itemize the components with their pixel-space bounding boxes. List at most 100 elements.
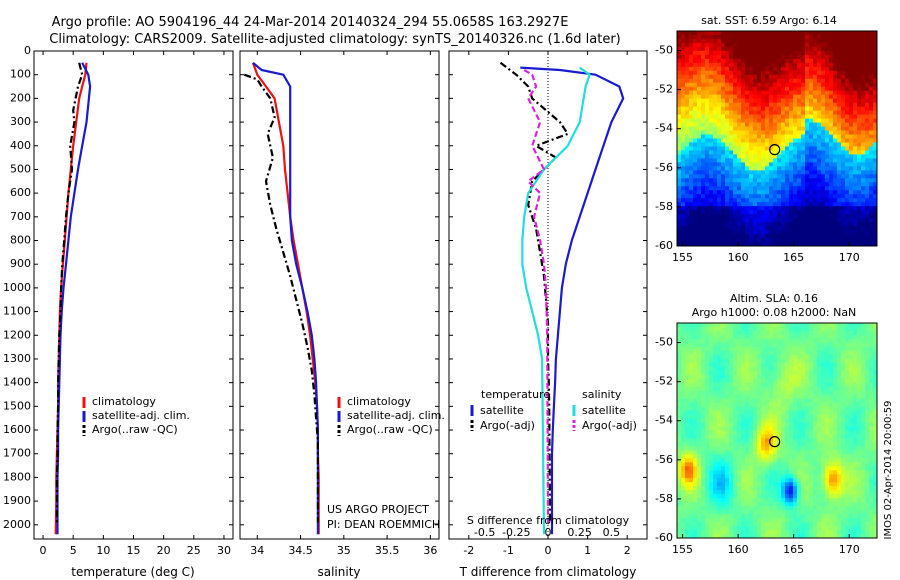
heatmap-cell	[713, 334, 718, 340]
heatmap-cell	[869, 182, 874, 187]
heatmap-cell	[677, 334, 682, 340]
heatmap-cell	[793, 126, 798, 131]
heatmap-cell	[745, 142, 750, 147]
heatmap-cell	[729, 422, 734, 427]
heatmap-cell	[705, 114, 710, 119]
heatmap-cell	[725, 338, 730, 344]
heatmap-cell	[749, 434, 754, 439]
heatmap-cell	[873, 138, 878, 143]
heatmap-cell	[705, 126, 710, 131]
heatmap-cell	[733, 170, 738, 175]
heatmap-cell	[865, 150, 870, 155]
heatmap-cell	[821, 42, 826, 48]
heatmap-cell	[733, 122, 738, 127]
heatmap-cell	[789, 82, 794, 88]
heatmap-cell	[789, 110, 794, 116]
heatmap-cell	[745, 226, 750, 231]
heatmap-cell	[749, 202, 754, 207]
heatmap-cell	[725, 358, 730, 364]
heatmap-cell	[749, 210, 754, 215]
heatmap-cell	[753, 342, 758, 348]
heatmap-cell	[713, 346, 718, 352]
heatmap-cell	[841, 418, 846, 423]
heatmap-cell	[781, 106, 786, 112]
heatmap-cell	[769, 162, 774, 167]
heatmap-cell	[829, 110, 834, 116]
heatmap-cell	[773, 450, 778, 455]
heatmap-cell	[761, 126, 766, 131]
heatmap-cell	[721, 226, 726, 231]
heatmap-cell	[873, 426, 878, 431]
heatmap-cell	[789, 86, 794, 92]
heatmap-cell	[705, 186, 710, 191]
heatmap-cell	[737, 454, 742, 459]
heatmap-cell	[697, 346, 702, 352]
heatmap-cell	[713, 434, 718, 439]
heatmap-cell	[721, 374, 726, 380]
heatmap-cell	[717, 110, 722, 116]
heatmap-cell	[785, 234, 790, 239]
heatmap-cell	[689, 450, 694, 455]
heatmap-cell	[785, 358, 790, 364]
heatmap-cell	[785, 378, 790, 384]
heatmap-cell	[745, 31, 750, 36]
heatmap-cell	[849, 398, 854, 404]
heatmap-cell	[849, 122, 854, 127]
heatmap-cell	[797, 426, 802, 431]
heatmap-cell	[745, 346, 750, 352]
heatmap-cell	[741, 150, 746, 155]
heatmap-cell	[865, 226, 870, 231]
heatmap-cell	[785, 110, 790, 116]
heatmap-cell	[761, 162, 766, 167]
heatmap-cell	[865, 366, 870, 372]
heatmap-cell	[693, 406, 698, 411]
heatmap-cell	[797, 358, 802, 364]
heatmap-cell	[713, 74, 718, 80]
heatmap-cell	[681, 410, 686, 415]
heatmap-cell	[793, 138, 798, 143]
heatmap-cell	[777, 426, 782, 431]
heatmap-cell	[841, 62, 846, 68]
heatmap-cell	[705, 418, 710, 423]
heatmap-cell	[729, 146, 734, 151]
heatmap-cell	[761, 242, 766, 247]
heatmap-cell	[849, 466, 854, 471]
heatmap-cell	[809, 186, 814, 191]
heatmap-cell	[785, 58, 790, 64]
heatmap-cell	[681, 230, 686, 235]
x-tick-label: 15	[127, 544, 141, 557]
heatmap-cell	[681, 462, 686, 467]
heatmap-cell	[753, 238, 758, 243]
heatmap-cell	[681, 122, 686, 127]
heatmap-cell	[709, 94, 714, 100]
heatmap-cell	[745, 134, 750, 139]
heatmap-cell	[717, 170, 722, 175]
heatmap-cell	[737, 430, 742, 435]
heatmap-cell	[805, 182, 810, 187]
heatmap-cell	[729, 158, 734, 163]
heatmap-cell	[857, 78, 862, 84]
heatmap-cell	[713, 474, 718, 479]
heatmap-cell	[765, 126, 770, 131]
heatmap-cell	[713, 102, 718, 108]
heatmap-cell	[685, 146, 690, 151]
heatmap-cell	[773, 386, 778, 392]
heatmap-cell	[749, 114, 754, 119]
heatmap-cell	[677, 323, 682, 328]
heatmap-cell	[797, 362, 802, 368]
heatmap-cell	[769, 358, 774, 364]
heatmap-cell	[717, 174, 722, 179]
heatmap-cell	[697, 378, 702, 384]
heatmap-cell	[693, 90, 698, 96]
heatmap-cell	[853, 31, 858, 36]
heatmap-cell	[705, 166, 710, 171]
heatmap-cell	[681, 226, 686, 231]
heatmap-cell	[725, 138, 730, 143]
heatmap-cell	[849, 230, 854, 235]
heatmap-cell	[701, 342, 706, 348]
heatmap-cell	[825, 442, 830, 447]
heatmap-cell	[769, 242, 774, 247]
heatmap-cell	[849, 126, 854, 131]
heatmap-cell	[825, 174, 830, 179]
heatmap-cell	[741, 354, 746, 360]
